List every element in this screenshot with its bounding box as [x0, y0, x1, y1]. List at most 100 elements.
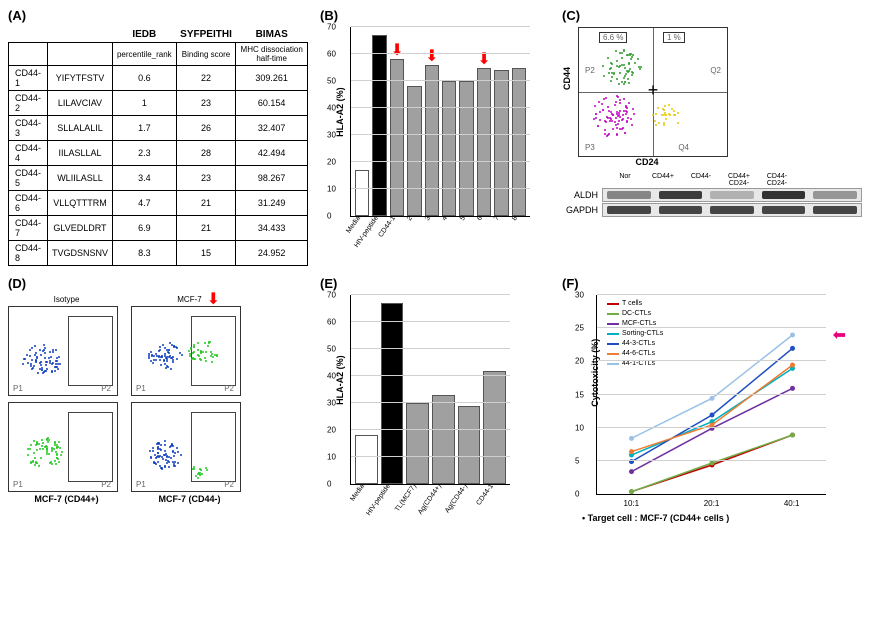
scatter-dot: [56, 454, 58, 456]
tha-iedb: IEDB: [112, 27, 176, 43]
ytick: 40: [327, 104, 336, 113]
panel-d-label: (D): [8, 276, 308, 291]
wb-row-label: ALDH: [562, 190, 602, 200]
panel-f-label: (F): [562, 276, 862, 291]
scatter-dot: [677, 122, 679, 124]
panel-d-bottom-label: MCF-7 (CD44+): [8, 494, 125, 504]
scatter-dot: [176, 347, 178, 349]
table-cell: CD44-2: [9, 91, 48, 116]
scatter-dot: [27, 448, 29, 450]
scatter-dot: [40, 354, 42, 356]
ytick: 10: [327, 453, 336, 462]
scatter-dot: [33, 440, 35, 442]
scatter-dot: [35, 352, 37, 354]
scatter-dot: [674, 114, 676, 116]
scatter-dot: [612, 128, 614, 130]
scatter-dot: [627, 78, 629, 80]
panel-d-title: MCF-7: [131, 295, 248, 304]
scatter-dot: [607, 106, 609, 108]
gate-lbl-2: 1 %: [663, 32, 685, 43]
panel-b-label: (B): [320, 8, 550, 23]
scatter-dot: [36, 462, 38, 464]
red-arrow-icon: ⬇: [425, 46, 438, 66]
scatter-dot: [44, 357, 46, 359]
scatter-dot: [654, 120, 656, 122]
red-arrow-icon: ⬇: [207, 289, 220, 309]
ytick: 40: [327, 372, 336, 381]
scatter-dot: [44, 352, 46, 354]
q-q4: Q4: [678, 143, 689, 152]
wb-band: [710, 206, 754, 214]
table-cell: TVGDSNSNV: [47, 241, 112, 266]
wb-band: [607, 206, 651, 214]
scatter-dot: [595, 113, 597, 115]
scatter-dot: [605, 97, 607, 99]
scatter-dot: [174, 461, 176, 463]
scatter-dot: [54, 441, 56, 443]
scatter-dot: [177, 462, 179, 464]
scatter-dot: [616, 78, 618, 80]
scatter-dot: [655, 124, 657, 126]
scatter-dot: [627, 117, 629, 119]
scatter-dot: [40, 457, 42, 459]
scatter-dot: [212, 356, 214, 358]
scatter-dot: [625, 113, 627, 115]
wb-lane-label: CD44+: [644, 173, 682, 187]
scatter-dot: [27, 454, 29, 456]
scatter-dot: [619, 128, 621, 130]
bar: 8: [512, 68, 526, 217]
scatter-dot: [619, 110, 621, 112]
scatter-dot: [40, 364, 42, 366]
table-cell: CD44-1: [9, 66, 48, 91]
scatter-dot: [160, 444, 162, 446]
scatter-dot: [628, 70, 630, 72]
scatter-dot: [166, 360, 168, 362]
bar: Ag(CD44-): [458, 406, 481, 484]
scatter-dot: [43, 344, 45, 346]
wb-lane-label: Nor: [606, 173, 644, 187]
scatter-dot: [192, 357, 194, 359]
panel-e: (E) HLA-A2 (%) MediaHIV-peptideTL(MCF7)A…: [320, 276, 550, 535]
scatter-dot: [668, 113, 670, 115]
table-cell: 26: [176, 116, 236, 141]
scatter-dot: [629, 68, 631, 70]
ytick: 0: [327, 212, 331, 221]
table-cell: 31.249: [236, 191, 308, 216]
table-cell: 23: [176, 91, 236, 116]
scatter-dot: [155, 463, 157, 465]
scatter-dot: [193, 344, 195, 346]
scatter-dot: [173, 345, 175, 347]
table-cell: 22: [176, 66, 236, 91]
panel-e-label: (E): [320, 276, 550, 291]
bar: Media: [355, 170, 369, 216]
scatter-dot: [154, 454, 156, 456]
scatter-dot: [163, 360, 165, 362]
scatter-dot: [56, 360, 58, 362]
scatter-dot: [34, 345, 36, 347]
ytick: 20: [327, 158, 336, 167]
q-p3: P3: [585, 143, 595, 152]
table-cell: CD44-6: [9, 191, 48, 216]
table-cell: SLLALALIL: [47, 116, 112, 141]
scatter-dot: [52, 351, 54, 353]
scatter-dot: [611, 76, 613, 78]
scatter-dot: [54, 370, 56, 372]
scatter-dot: [51, 447, 53, 449]
table-cell: IILASLLAL: [47, 141, 112, 166]
scatter-dot: [42, 448, 44, 450]
scatter-dot: [173, 455, 175, 457]
wb-band: [607, 191, 651, 199]
panel-d-cell: P1P2MCF-7 (CD44-): [131, 402, 248, 504]
scatter-dot: [61, 451, 63, 453]
bar: CD44-1: [483, 371, 506, 484]
ytick: 10: [575, 423, 584, 432]
scatter-dot: [616, 134, 618, 136]
scatter-dot: [634, 62, 636, 64]
table-cell: 4.7: [112, 191, 176, 216]
scatter-dot: [36, 442, 38, 444]
scatter-dot: [158, 443, 160, 445]
scatter-dot: [605, 121, 607, 123]
scatter-dot: [40, 361, 42, 363]
scatter-dot: [677, 112, 679, 114]
scatter-dot: [58, 461, 60, 463]
